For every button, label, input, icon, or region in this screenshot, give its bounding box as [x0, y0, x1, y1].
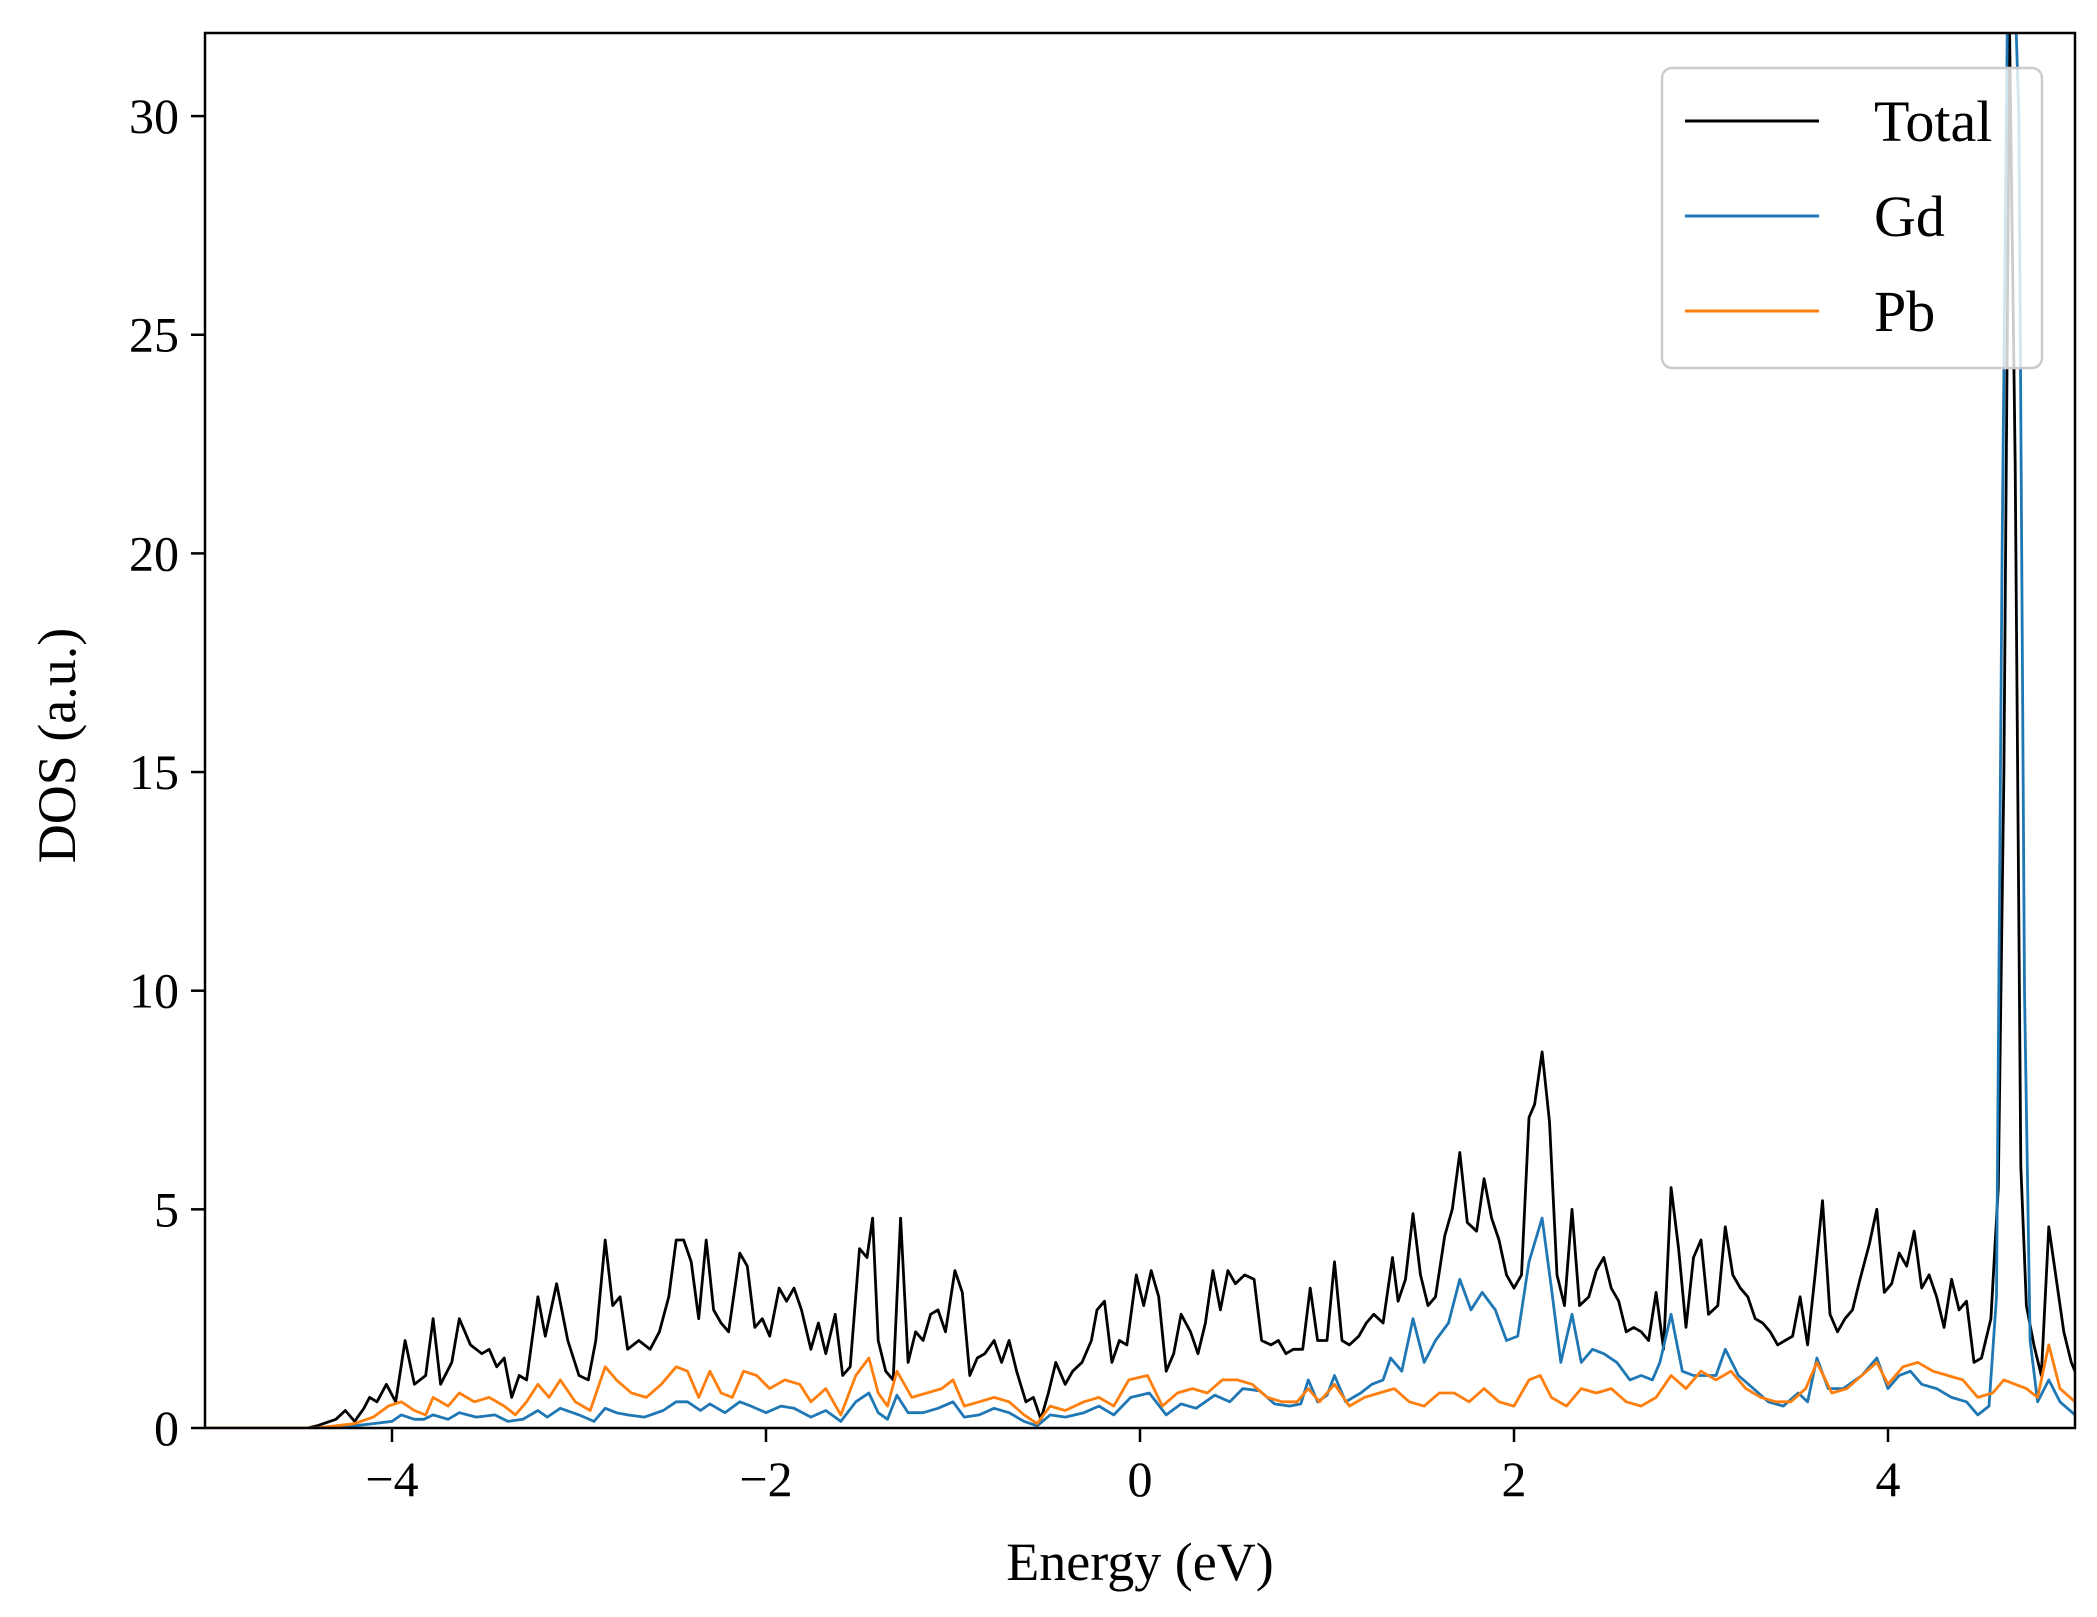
x-tick-label: 2 [1502, 1451, 1527, 1507]
series-layer [205, 33, 2075, 1428]
y-tick-label: 25 [129, 307, 179, 363]
y-axis: 0 5 10 15 20 25 30 [129, 88, 205, 1456]
legend-label-pb: Pb [1874, 279, 1935, 344]
legend-label-total: Total [1874, 89, 1992, 154]
y-axis-title: DOS (a.u.) [27, 628, 87, 863]
y-tick-label: 5 [154, 1181, 179, 1237]
x-tick-label: −4 [365, 1451, 418, 1507]
y-tick-label: 15 [129, 744, 179, 800]
y-tick-label: 0 [154, 1400, 179, 1456]
series-line-total [205, 33, 2075, 1428]
x-axis: −4 −2 0 2 4 [365, 1428, 1901, 1507]
legend-box [1660, 66, 2044, 370]
x-tick-label: 4 [1876, 1451, 1901, 1507]
y-tick-label: 20 [129, 525, 179, 581]
y-tick-label: 30 [129, 88, 179, 144]
y-tick-label: 10 [129, 963, 179, 1019]
series-line-pb [205, 1343, 2075, 1428]
x-tick-label: −2 [739, 1451, 792, 1507]
legend: Total Gd Pb [1660, 66, 2044, 370]
legend-label-gd: Gd [1874, 184, 1945, 249]
x-tick-label: 0 [1128, 1451, 1153, 1507]
x-axis-title: Energy (eV) [1006, 1532, 1273, 1592]
